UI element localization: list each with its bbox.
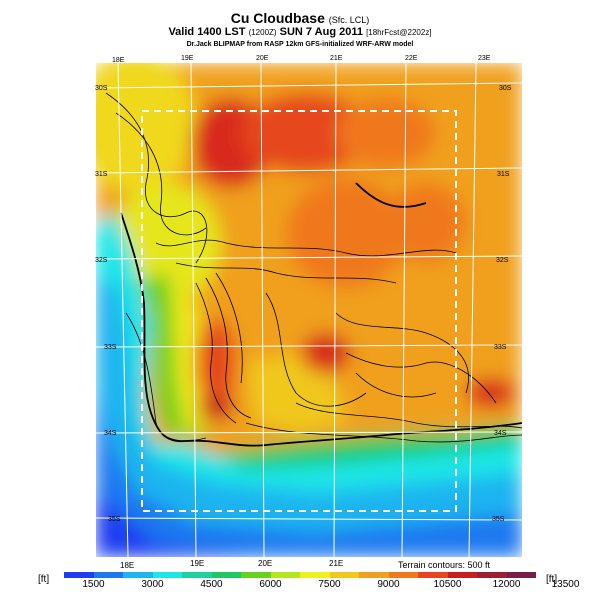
- credit-line: Dr.Jack BLIPMAP from RASP 12km GFS-initi…: [186, 41, 414, 48]
- valid-time-line: Valid 1400 LST (1200Z) SUN 7 Aug 2011 [1…: [0, 26, 600, 38]
- colorbar-swatch: [270, 572, 300, 578]
- colorbar-tick-label: 10500: [433, 579, 462, 590]
- colorbar-swatch: [93, 572, 123, 578]
- lat-label-left: 34S: [104, 430, 117, 437]
- colorbar-swatch: [359, 572, 389, 578]
- lon-label-top: 19E: [181, 55, 194, 62]
- lat-label-left: 33S: [104, 344, 117, 351]
- colorbar-swatch: [123, 572, 153, 578]
- lat-label-left: 35S: [108, 516, 121, 523]
- forecast-info: [18hrFcst@2202z]: [366, 28, 432, 37]
- colorbar-swatch: [182, 572, 212, 578]
- lon-label-top: 20E: [256, 55, 269, 62]
- lon-label-top: 21E: [330, 55, 343, 62]
- terrain-contour-note: Terrain contours: 500 ft: [398, 560, 491, 570]
- colorbar-tick-label: 12000: [492, 579, 521, 590]
- lat-label-right: 31S: [497, 171, 510, 178]
- colorbar-tick-label: 3000: [141, 579, 164, 590]
- cloudbase-field: [96, 63, 522, 557]
- colorbar-swatch: [241, 572, 271, 578]
- colorbar-unit-right: [ft]: [546, 574, 558, 585]
- lon-label-top: 18E: [112, 57, 125, 64]
- colorbar-swatch: [388, 572, 418, 578]
- colorbar-tick-label: 6000: [259, 579, 282, 590]
- valid-line: Valid 1400 LST: [168, 26, 246, 38]
- colorbar-swatch: [152, 572, 182, 578]
- colorbar-tick-label: 4500: [200, 579, 223, 590]
- terrain-contours: [105, 92, 522, 443]
- colorbar-tick-label: 13500: [551, 579, 580, 590]
- inner-domain-box: [141, 110, 457, 512]
- colorbar-swatch: [300, 572, 330, 578]
- lon-label-bottom: 18E: [120, 561, 135, 570]
- map-title: Cu Cloudbase (Sfc. LCL): [0, 10, 600, 26]
- title-suffix: (Sfc. LCL): [328, 15, 370, 25]
- colorbar-tick-label: 9000: [377, 579, 400, 590]
- colorbar-swatch: [506, 572, 536, 578]
- cloudbase-map: [96, 63, 522, 557]
- lat-label-right: 33S: [494, 344, 507, 351]
- lat-label-right: 34S: [494, 430, 507, 437]
- colorbar-swatch: [447, 572, 477, 578]
- title-text: Cu Cloudbase: [230, 10, 325, 26]
- colorbar-swatch: [477, 572, 507, 578]
- colorbar-swatch: [64, 572, 94, 578]
- colorbar-swatch: [418, 572, 448, 578]
- lat-label-left: 31S: [95, 171, 108, 178]
- lon-label-top: 23E: [478, 55, 491, 62]
- lon-label-top: 22E: [405, 55, 418, 62]
- lat-label-left: 32S: [95, 257, 108, 264]
- colorbar-swatch: [211, 572, 241, 578]
- lon-label-bottom: 20E: [258, 559, 273, 568]
- lon-label-bottom: 19E: [190, 559, 205, 568]
- colorbar-tick-label: 1500: [82, 579, 105, 590]
- lon-label-bottom: 21E: [329, 559, 344, 568]
- map-svg: [96, 63, 522, 557]
- valid-date: SUN 7 Aug 2011: [279, 26, 363, 38]
- colorbar-swatch: [329, 572, 359, 578]
- lat-label-right: 35S: [492, 516, 505, 523]
- colorbar: [64, 572, 536, 578]
- lat-label-right: 32S: [496, 257, 509, 264]
- graticule: [96, 63, 522, 557]
- lat-label-right: 30S: [499, 85, 512, 92]
- lat-label-left: 30S: [95, 85, 108, 92]
- valid-utc: (1200Z): [248, 28, 277, 37]
- colorbar-tick-label: 7500: [318, 579, 341, 590]
- colorbar-unit-left: [ft]: [38, 574, 50, 585]
